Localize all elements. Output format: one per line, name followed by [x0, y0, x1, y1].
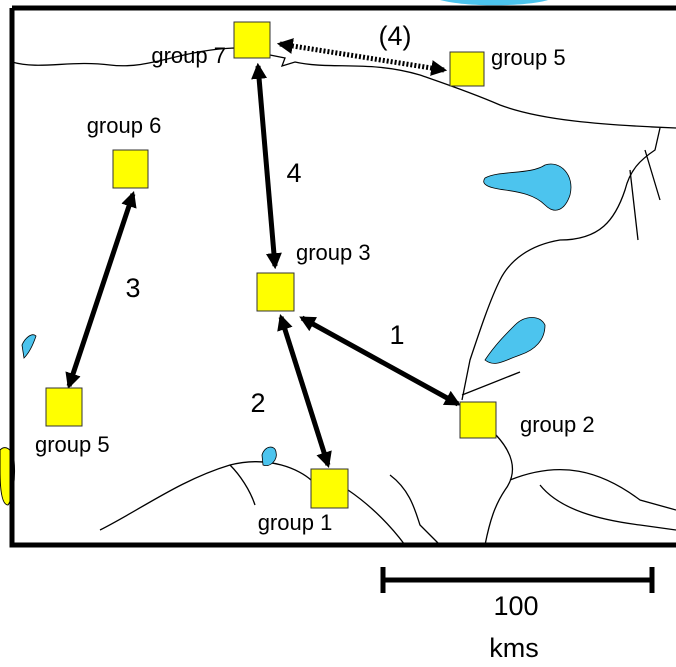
edge-label: 2 — [250, 388, 265, 418]
scale-distance: 100 — [493, 591, 538, 621]
group-label: group 5 — [491, 45, 566, 70]
edge-label: 1 — [389, 320, 404, 350]
group-marker — [233, 21, 271, 59]
arrow — [299, 315, 461, 407]
groups — [45, 21, 497, 509]
edge-label: 3 — [125, 273, 140, 303]
group-marker — [112, 149, 149, 189]
group-label: group 1 — [258, 510, 333, 535]
group-marker — [256, 272, 295, 312]
edge-label: 4 — [286, 158, 301, 188]
group-label: group 2 — [520, 412, 595, 437]
group-label: group 6 — [87, 113, 162, 138]
scale-line — [380, 567, 655, 593]
scale-bar: 100 kms — [380, 567, 655, 663]
arrow — [277, 313, 332, 469]
group-label: group 5 — [35, 432, 110, 457]
arrow — [251, 62, 282, 270]
group-marker — [310, 468, 349, 509]
group-label: group 3 — [296, 240, 371, 265]
arrow — [65, 190, 137, 390]
group-label: group 7 — [151, 43, 226, 68]
group-marker — [459, 401, 497, 439]
group-marker — [449, 51, 485, 87]
edge-label: (4) — [379, 21, 412, 51]
scale-unit: kms — [489, 633, 539, 663]
group-marker — [45, 387, 83, 427]
map-background — [0, 0, 676, 546]
connections — [65, 38, 461, 469]
map-frame — [9, 5, 676, 548]
